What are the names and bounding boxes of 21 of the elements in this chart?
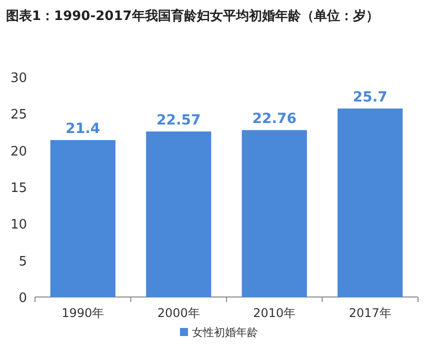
- y-tick-label: 0: [18, 291, 27, 306]
- bar: [50, 140, 116, 297]
- bar: [146, 131, 212, 297]
- x-tick-label: 2017年: [348, 306, 392, 320]
- legend-label: 女性初婚年龄: [192, 326, 258, 339]
- data-label: 22.76: [252, 111, 297, 128]
- bar: [338, 108, 403, 297]
- data-label: 22.57: [156, 112, 201, 128]
- data-label: 25.7: [352, 90, 388, 106]
- y-tick-label: 20: [10, 144, 27, 160]
- x-tick-label: 1990年: [62, 306, 104, 320]
- y-tick-label: 15: [10, 181, 27, 196]
- y-tick-label: 5: [18, 254, 27, 270]
- x-tick-label: 2000年: [157, 306, 200, 320]
- x-tick-label: 2010年: [253, 306, 296, 320]
- chart-title: 图表1：1990-2017年我国育龄妇女平均初婚年龄（单位：岁）: [6, 8, 380, 26]
- y-tick-label: 30: [10, 71, 27, 86]
- data-label: 21.4: [66, 121, 100, 138]
- y-tick-label: 10: [10, 218, 27, 233]
- bar: [242, 130, 307, 297]
- y-tick-label: 25: [10, 108, 27, 123]
